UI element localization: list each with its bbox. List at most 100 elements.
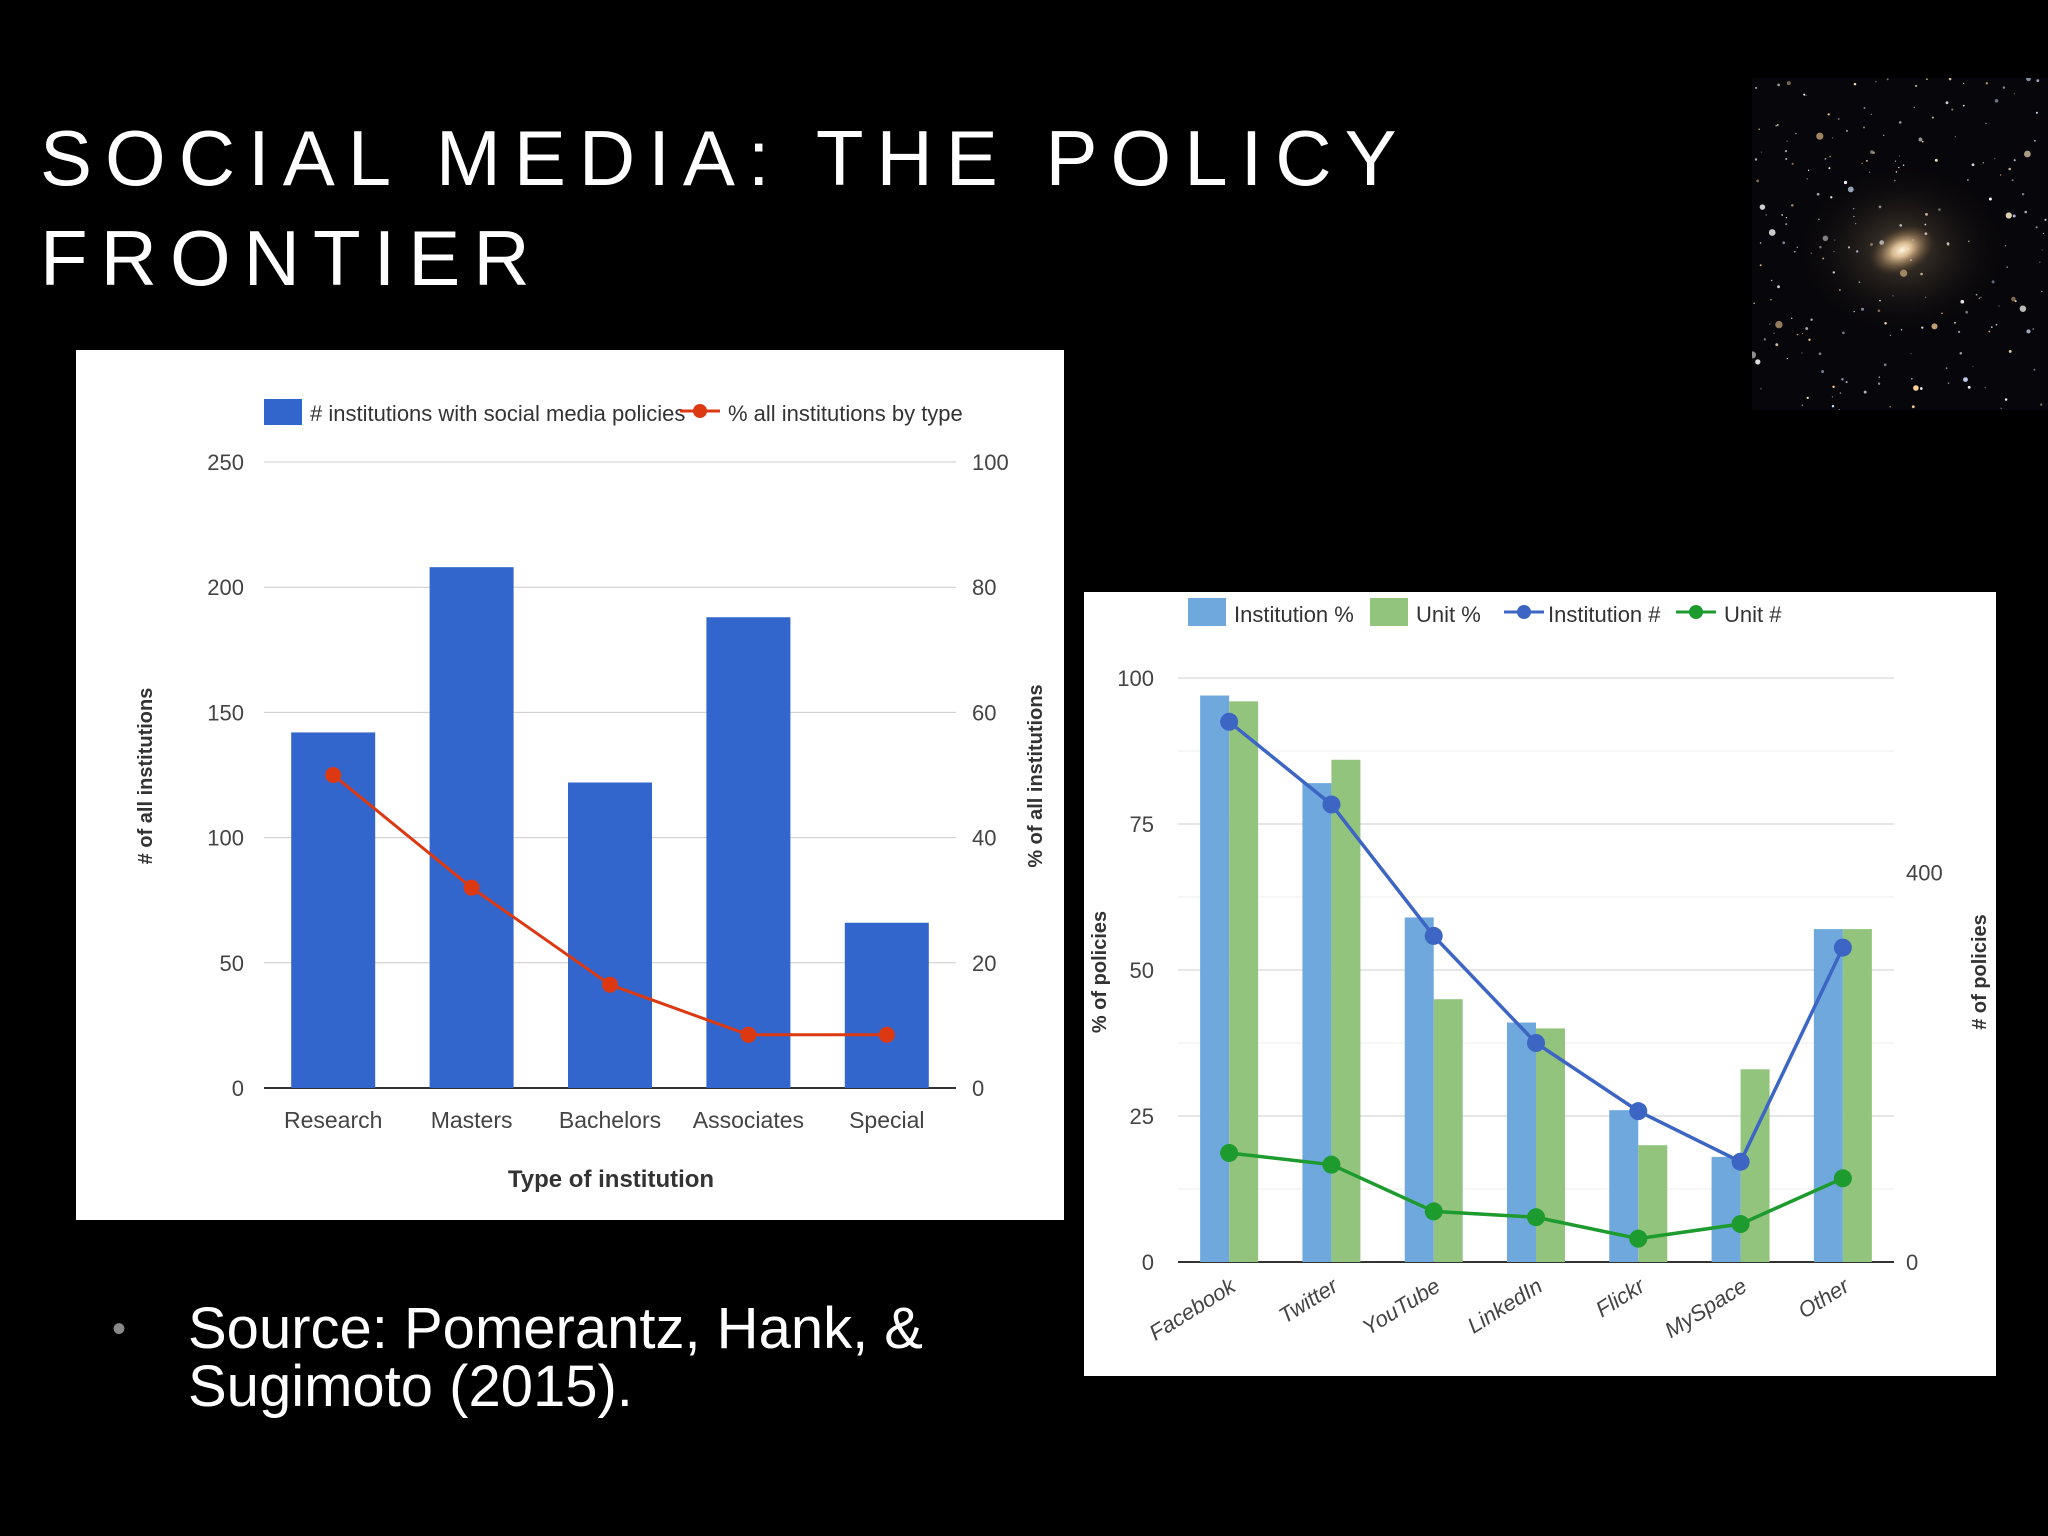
star	[1838, 408, 1840, 410]
star	[1947, 382, 1950, 384]
legend-swatch-unit-pct	[1370, 598, 1408, 626]
star	[1963, 82, 1965, 85]
star	[1831, 396, 1834, 398]
chart1-bar	[706, 617, 791, 1088]
star	[1773, 332, 1775, 334]
chart2-point-institution-num	[1833, 938, 1852, 957]
star	[1831, 404, 1835, 408]
chart1-percent-point	[740, 1026, 757, 1043]
star	[1886, 78, 1889, 81]
star	[1816, 132, 1824, 140]
star	[1914, 84, 1918, 88]
star	[1945, 101, 1949, 105]
chart2-ytick-label: 50	[1130, 958, 1154, 983]
star	[1806, 396, 1809, 400]
chart1-ytick-label: 0	[232, 1076, 244, 1101]
star	[1759, 204, 1766, 210]
chart2-bar-unit-pct	[1536, 1028, 1565, 1262]
star	[1768, 229, 1776, 236]
star	[1810, 318, 1813, 321]
chart1-ylabel: # of all institutions	[135, 688, 157, 865]
chart1-y2label: % of all institutions	[1025, 684, 1047, 867]
chart1-xtick-label: Masters	[431, 1107, 513, 1133]
chart2-point-institution-num	[1629, 1102, 1648, 1121]
star	[1784, 149, 1788, 153]
star	[1877, 382, 1881, 385]
chart1-y2tick-label: 20	[972, 951, 996, 976]
star	[1958, 330, 1961, 333]
star	[2008, 349, 2012, 353]
star	[1872, 151, 1876, 154]
star	[1791, 162, 1794, 165]
chart2-xtick-label: Facebook	[1145, 1273, 1241, 1346]
star	[1753, 302, 1755, 305]
chart1-xtick-label: Special	[849, 1107, 924, 1133]
chart2-panel: 0 25 50 75 100 0 400 Facebook Twitter YouTube Link…	[1084, 592, 1996, 1376]
chart2-bar-institution-pct	[1507, 1022, 1536, 1262]
star	[2008, 167, 2011, 171]
slide-title-line2: FRONTIER	[40, 214, 543, 302]
star	[1842, 331, 1845, 335]
star	[1801, 404, 1804, 406]
star	[1828, 167, 1831, 170]
star	[1931, 116, 1934, 119]
chart2-xtick-label: Twitter	[1274, 1272, 1343, 1328]
chart2-ytick-label: 25	[1130, 1104, 1154, 1129]
chart1-percent-point	[878, 1026, 895, 1043]
star	[1998, 305, 2000, 307]
star	[1803, 93, 1806, 96]
star	[1846, 130, 1848, 132]
star	[1829, 155, 1832, 158]
chart2-bar-unit-pct	[1842, 929, 1872, 1262]
star	[1805, 94, 1807, 96]
star	[2026, 78, 2031, 82]
chart2-ytick-label: 75	[1130, 812, 1154, 837]
star	[1963, 377, 1968, 383]
star	[1954, 136, 1956, 138]
star	[1806, 178, 1808, 180]
chart1-percent-point	[463, 879, 480, 896]
star	[1982, 162, 1985, 164]
chart2-ytick-label: 0	[1142, 1250, 1154, 1275]
star	[1948, 78, 1952, 81]
chart2-xtick-label: MySpace	[1660, 1273, 1751, 1343]
star	[1878, 376, 1881, 379]
star	[1801, 352, 1803, 354]
star	[1786, 81, 1791, 86]
star	[1882, 134, 1885, 136]
star	[1782, 241, 1786, 245]
chart1-y2tick-label: 100	[972, 450, 1009, 475]
star	[2033, 139, 2036, 142]
star	[1994, 99, 1999, 103]
star	[1781, 214, 1784, 216]
chart2-bar-institution-pct	[1711, 1156, 1741, 1262]
star	[1999, 174, 2002, 176]
legend-label-unit-num: Unit #	[1724, 602, 1782, 627]
chart2-point-unit-num	[1220, 1143, 1239, 1162]
chart2-bar-institution-pct	[1813, 929, 1843, 1262]
star	[1971, 163, 1975, 167]
star	[2019, 305, 2027, 312]
star	[1934, 158, 1938, 162]
star	[2024, 150, 2031, 158]
star	[2024, 210, 2027, 214]
chart2-xtick-label: Flickr	[1591, 1272, 1650, 1322]
star	[1863, 390, 1867, 394]
chart1-ytick-label: 200	[207, 575, 244, 600]
star	[1853, 82, 1857, 86]
star	[2014, 300, 2017, 303]
bullet-glyph: •	[112, 1307, 127, 1351]
legend-swatch-institution-pct	[1188, 598, 1226, 626]
star	[1818, 352, 1822, 356]
star	[2002, 86, 2006, 89]
star	[1919, 387, 1923, 390]
star	[2011, 296, 2016, 302]
chart1-y2tick-label: 0	[972, 1076, 984, 1101]
star	[1760, 388, 1762, 390]
star	[1795, 132, 1797, 135]
star	[1770, 279, 1773, 282]
star	[2036, 79, 2040, 82]
star	[1821, 370, 1825, 373]
star	[1760, 151, 1762, 153]
legend-swatch-bars	[264, 399, 302, 425]
